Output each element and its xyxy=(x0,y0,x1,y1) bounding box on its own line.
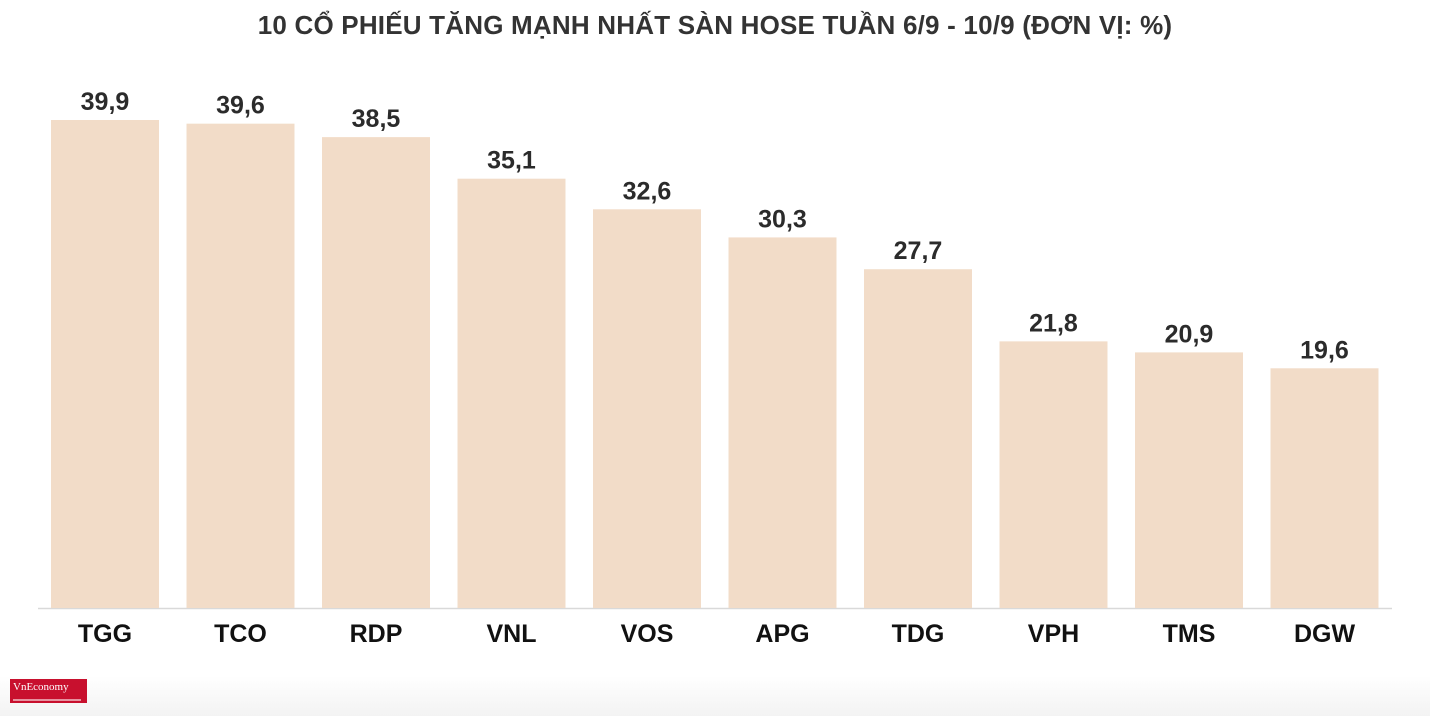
category-label-tms: TMS xyxy=(1163,620,1216,648)
data-label-rdp: 38,5 xyxy=(352,105,401,133)
data-label-tco: 39,6 xyxy=(216,92,265,120)
data-label-tgg: 39,9 xyxy=(81,88,130,116)
bar-tdg xyxy=(864,269,972,608)
bar-vos xyxy=(593,209,701,608)
chart-title: 10 CỔ PHIẾU TĂNG MẠNH NHẤT SÀN HOSE TUẦN… xyxy=(257,10,1173,40)
logo-tagline-strip xyxy=(13,699,81,701)
category-label-rdp: RDP xyxy=(350,620,403,648)
data-label-apg: 30,3 xyxy=(758,205,807,233)
category-label-vnl: VNL xyxy=(487,620,537,648)
data-label-vnl: 35,1 xyxy=(487,147,536,175)
bar-apg xyxy=(728,237,837,609)
data-label-vos: 32,6 xyxy=(623,177,672,205)
category-label-apg: APG xyxy=(755,620,809,648)
logo-text: VnEconomy xyxy=(13,681,69,693)
category-label-tgg: TGG xyxy=(78,620,132,648)
category-label-tdg: TDG xyxy=(892,620,945,648)
bar-rdp xyxy=(322,137,430,608)
bar-vph xyxy=(999,341,1108,608)
bottom-background-strip xyxy=(0,676,1430,716)
data-label-tdg: 27,7 xyxy=(894,237,943,265)
bar-tms xyxy=(1135,352,1243,608)
category-label-dgw: DGW xyxy=(1294,620,1356,648)
category-label-tco: TCO xyxy=(214,620,267,648)
category-label-vph: VPH xyxy=(1028,620,1079,648)
category-label-vos: VOS xyxy=(621,620,674,648)
bar-vnl xyxy=(457,178,566,608)
data-label-vph: 21,8 xyxy=(1029,309,1078,337)
vneconomy-logo: VnEconomy xyxy=(10,679,87,703)
bar-dgw xyxy=(1270,368,1379,608)
bar-tco xyxy=(186,123,295,608)
data-label-tms: 20,9 xyxy=(1165,320,1214,348)
data-label-dgw: 19,6 xyxy=(1300,336,1349,364)
bar-tgg xyxy=(51,120,159,608)
